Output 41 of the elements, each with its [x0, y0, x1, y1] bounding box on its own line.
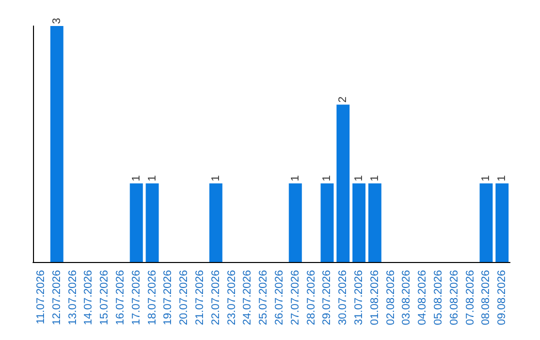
x-tick-label: 22.07.2026: [210, 270, 222, 326]
x-tick-label: 09.08.2026: [496, 270, 508, 326]
x-tick-label: 02.08.2026: [384, 270, 397, 326]
x-tick-label: 06.08.2026: [448, 270, 460, 326]
x-tick-label: 15.07.2026: [98, 270, 111, 326]
x-tick-label: 05.08.2026: [432, 270, 444, 326]
data-label: 1: [130, 175, 142, 182]
x-tick-label: 27.07.2026: [289, 270, 302, 326]
x-tick-label: 31.07.2026: [352, 270, 365, 326]
x-tick-label: 26.07.2026: [273, 270, 286, 326]
x-tick-label: 01.08.2026: [368, 270, 381, 326]
x-tick-label: 13.07.2026: [66, 270, 79, 326]
x-tick-label: 29.07.2026: [321, 270, 334, 326]
x-tick-label: 11.07.2026: [34, 270, 47, 324]
x-tick-label: 18.07.2026: [146, 270, 158, 326]
x-tick-label: 16.07.2026: [114, 270, 126, 326]
data-label: 1: [289, 175, 302, 182]
x-tick-label: 21.07.2026: [194, 270, 206, 326]
x-tick-label: 25.07.2026: [258, 270, 270, 326]
x-tick-label: 28.07.2026: [305, 270, 318, 326]
x-tick-label: 07.08.2026: [464, 270, 476, 326]
x-tick-label: 14.07.2026: [82, 270, 95, 326]
data-label: 1: [352, 175, 365, 182]
x-tick-label: 20.07.2026: [178, 270, 190, 326]
data-label: 1: [321, 175, 334, 182]
x-tick-label: 30.07.2026: [337, 270, 350, 326]
data-label: 1: [146, 175, 158, 182]
x-tick-label: 12.07.2026: [50, 270, 63, 326]
x-tick-label: 04.08.2026: [416, 270, 429, 326]
data-label: 2: [337, 96, 350, 103]
data-label: 1: [480, 175, 492, 182]
x-tick-label: 19.07.2026: [162, 270, 174, 326]
x-tick-label: 17.07.2026: [130, 270, 142, 326]
x-tick-label: 23.07.2026: [226, 270, 238, 326]
data-label: 1: [210, 175, 222, 182]
x-tick-label: 24.07.2026: [242, 270, 254, 326]
data-label: 1: [368, 175, 381, 182]
x-tick-label: 08.08.2026: [480, 270, 492, 326]
x-tick-label: 03.08.2026: [400, 270, 413, 326]
data-label: 1: [496, 175, 508, 182]
data-label: 3: [50, 18, 63, 24]
